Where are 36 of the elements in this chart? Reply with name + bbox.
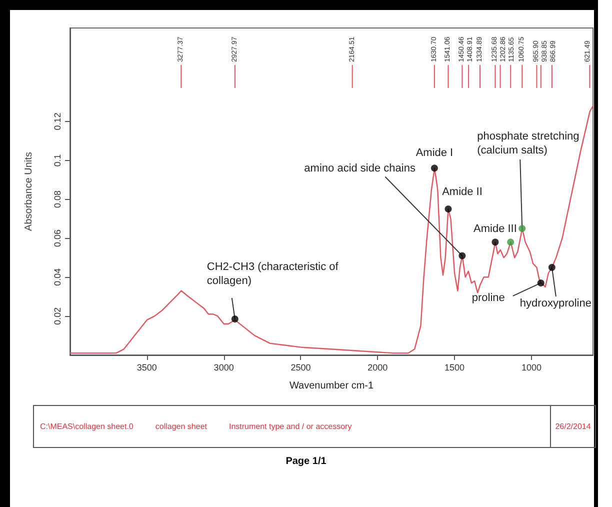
y-tick-label: 0.12: [52, 112, 62, 130]
y-axis-title: Absorbance Units: [24, 152, 34, 231]
x-tick-label: 3500: [136, 362, 157, 372]
text: Instrument type and / or accessory: [228, 422, 352, 431]
point: [518, 224, 526, 232]
point: [430, 164, 438, 172]
point: [537, 279, 544, 286]
x-tick-label: 3000: [214, 362, 234, 372]
text: collagen sheet: [155, 422, 207, 431]
annotation: Amide III: [474, 223, 517, 236]
x-tick-label: 2500: [290, 362, 311, 372]
x-tick-label: 1000: [521, 362, 542, 372]
x-tick-label: 2000: [368, 362, 388, 372]
point: [231, 315, 238, 322]
point: [548, 264, 556, 271]
annotation: Amide II: [442, 186, 482, 198]
y-tick-label: 0.02: [52, 307, 62, 325]
annotation: phosphate stretching (calcium salts): [477, 130, 582, 156]
x-axis-title: Wavenumber cm-1: [289, 380, 374, 392]
annotation: Amide I: [416, 147, 454, 160]
point: [492, 238, 499, 246]
text: C:\MEAS\collagen sheet.0: [40, 422, 134, 431]
annotation: proline: [472, 292, 505, 304]
annotation: amino acid side chains: [304, 162, 416, 175]
x-tick-label: 1500: [444, 362, 465, 372]
point: [444, 206, 452, 213]
text: 26/2/2014: [550, 406, 595, 447]
text: Page 1/1: [284, 456, 328, 467]
point: [458, 252, 466, 260]
y-tick-label: 0.04: [52, 268, 62, 286]
y-tick-label: 0.1: [52, 154, 62, 167]
y-tick-label: 0.08: [52, 190, 62, 208]
y-tick-label: 0.06: [52, 229, 62, 247]
annotation: hydroxyproline: [520, 297, 592, 310]
point: [507, 238, 514, 246]
annotation: CH2-CH3 (characteristic of collagen): [206, 260, 342, 287]
